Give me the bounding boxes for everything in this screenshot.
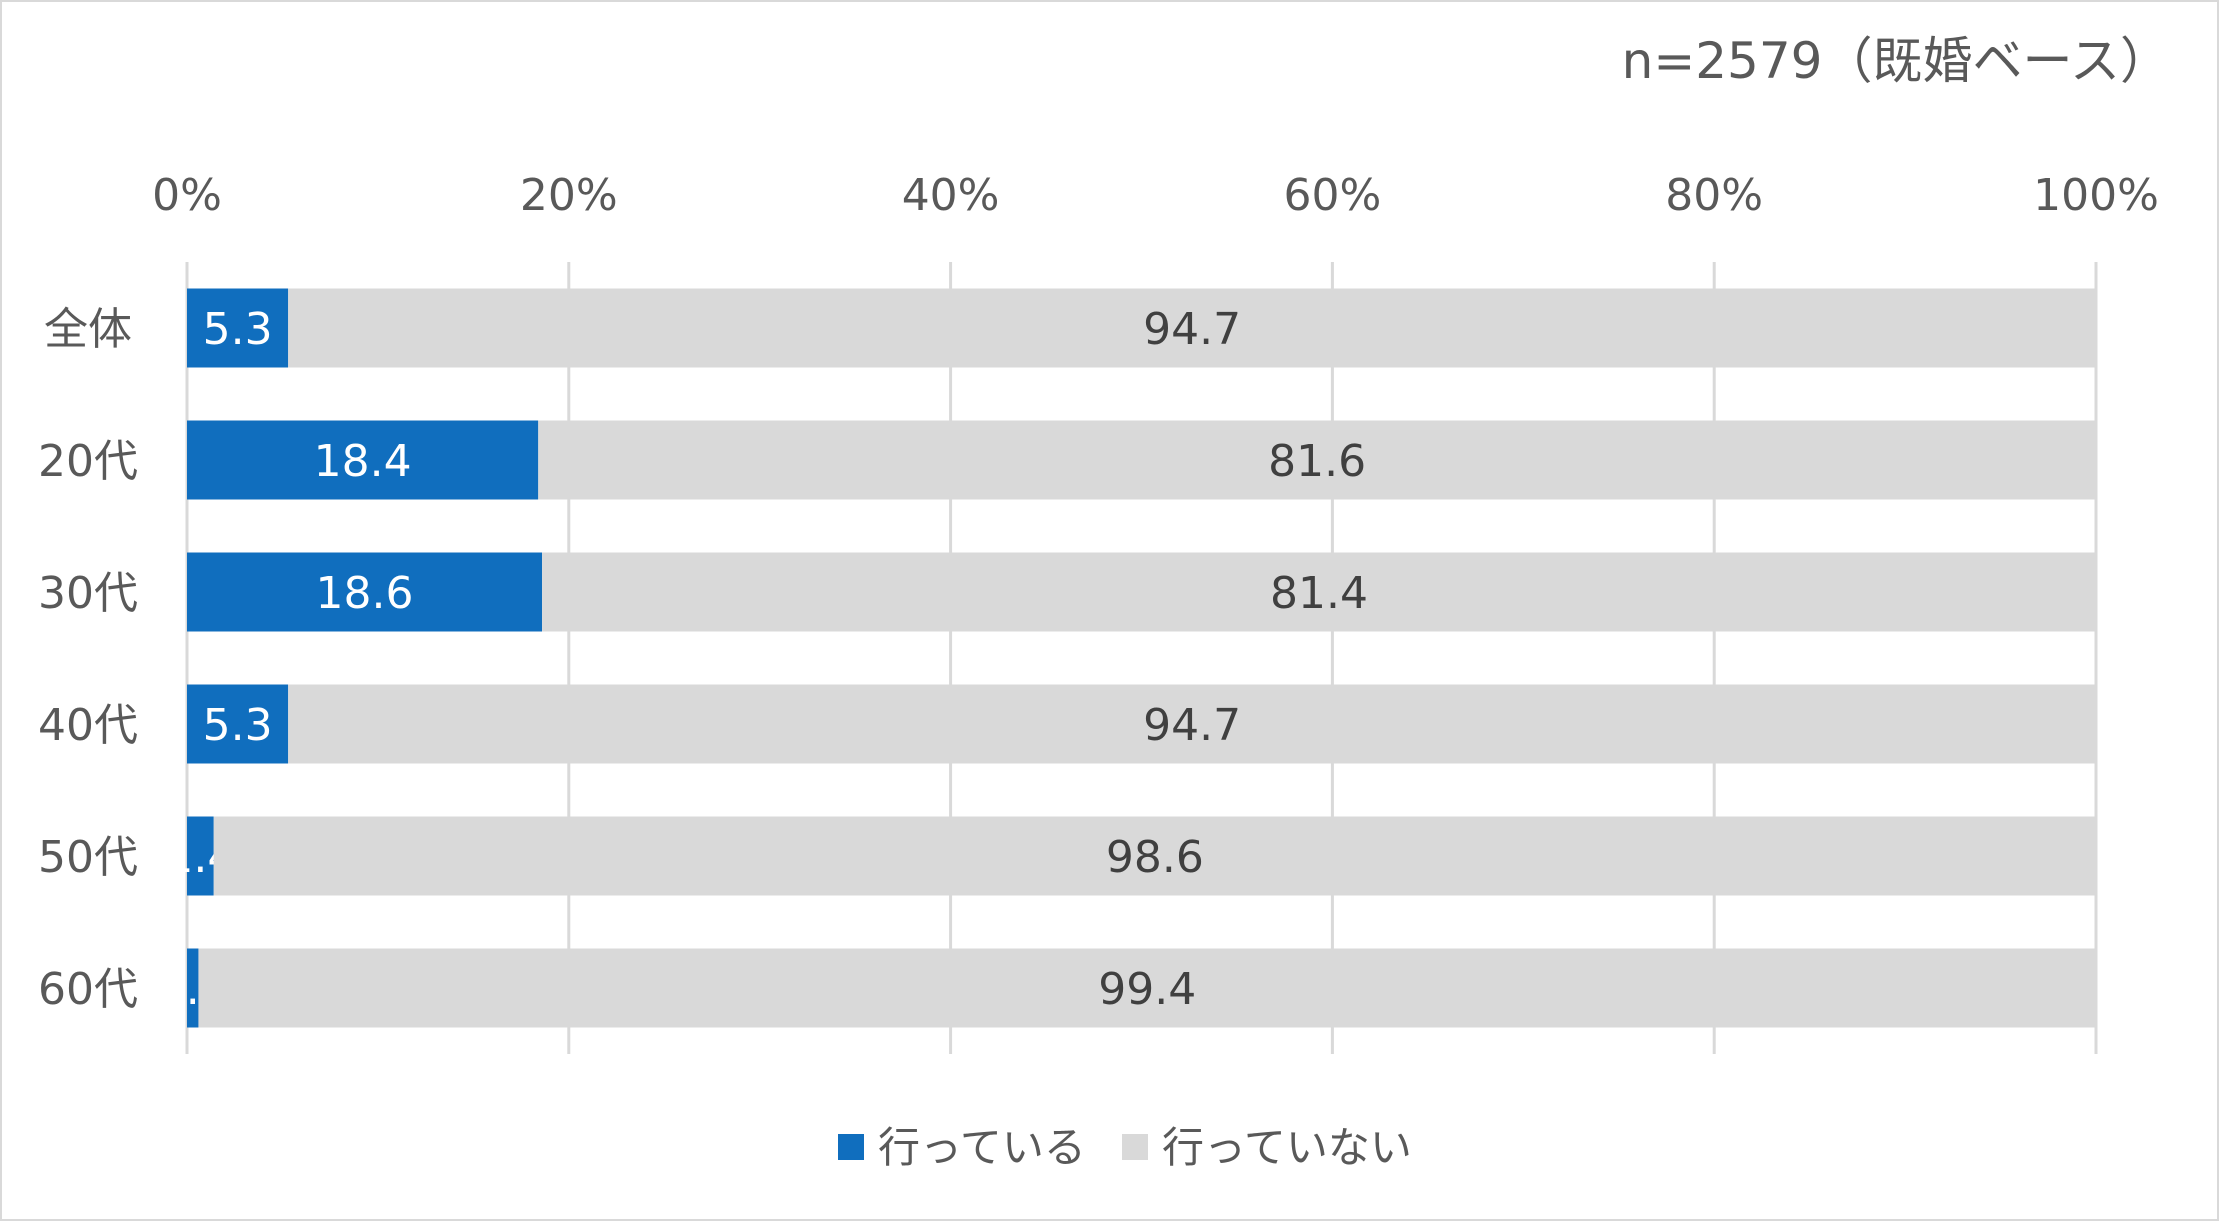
bar-yes	[187, 420, 539, 500]
gridlines	[185, 262, 2098, 1054]
category-labels: 全体 20代 30代 40代 50代 60代	[38, 304, 138, 1015]
legend-swatch	[838, 1134, 864, 1160]
data-label: 18.6	[316, 568, 414, 619]
legend-label: 行っている	[878, 1123, 1086, 1172]
legend-swatch	[1122, 1134, 1148, 1160]
data-label: 94.7	[1143, 304, 1241, 355]
data-label: 98.6	[1106, 832, 1204, 883]
data-label: 81.4	[1270, 568, 1368, 619]
category-label: 60代	[38, 964, 138, 1015]
x-tick-label: 60%	[1284, 170, 1382, 221]
bar-yes	[187, 948, 199, 1028]
bar-yes	[187, 552, 543, 632]
x-tick-label: 100%	[2033, 170, 2159, 221]
legend-label: 行っていない	[1162, 1123, 1412, 1172]
x-tick-label: 20%	[520, 170, 618, 221]
data-label: 99.4	[1098, 964, 1196, 1015]
legend: 行っている 行っていない	[838, 1123, 1412, 1172]
x-tick-label: 0%	[152, 170, 222, 221]
category-label: 全体	[44, 304, 132, 355]
bar-no	[288, 288, 2096, 368]
category-label: 30代	[38, 568, 138, 619]
bar-yes	[187, 816, 214, 896]
data-label: 94.7	[1143, 700, 1241, 751]
category-label: 50代	[38, 832, 138, 883]
x-tick-labels: 0% 20% 40% 60% 80% 100%	[152, 170, 2159, 221]
data-label: 5.3	[203, 700, 273, 751]
category-label: 20代	[38, 436, 138, 487]
x-tick-label: 40%	[902, 170, 1000, 221]
data-label: 18.4	[314, 436, 412, 487]
chart-title: n=2579（既婚ベース）	[1622, 32, 2170, 90]
data-label: 5.3	[203, 304, 273, 355]
bar-no	[288, 684, 2096, 764]
bar-no	[213, 816, 2097, 896]
bar-no	[542, 552, 2096, 632]
bar-no	[538, 420, 2096, 500]
data-label: 81.6	[1268, 436, 1366, 487]
bar-yes	[187, 288, 289, 368]
bar-no	[198, 948, 2097, 1028]
category-label: 40代	[38, 700, 138, 751]
x-tick-label: 80%	[1665, 170, 1763, 221]
bars: 5.3 94.718.4 81.618.6 81.45.3 94.71.4 98.60.6…	[158, 288, 2097, 1028]
bar-yes	[187, 684, 289, 764]
